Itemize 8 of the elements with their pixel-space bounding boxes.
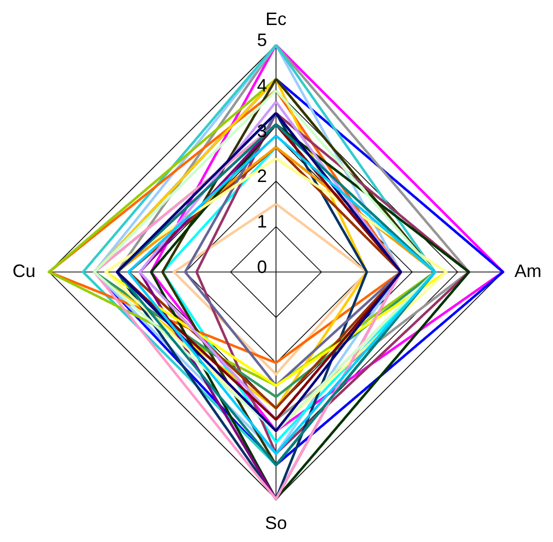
y-tick-label: 5 [256, 30, 267, 50]
y-tick-label: 4 [256, 75, 267, 96]
spoke-label: Ec [265, 9, 287, 30]
spoke-label: Cu [12, 261, 36, 281]
y-tick-label: 2 [256, 166, 267, 186]
spoke-label: Am [514, 261, 542, 281]
spoke-label: So [264, 512, 288, 533]
y-tick-label: 1 [256, 212, 267, 232]
